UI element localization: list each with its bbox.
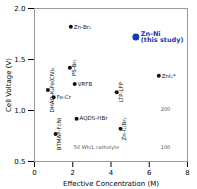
svg-text:200: 200 — [161, 106, 171, 112]
svg-text:4: 4 — [109, 169, 114, 177]
svg-text:8: 8 — [185, 169, 189, 177]
svg-text:50 Wh/L catholyte: 50 Wh/L catholyte — [74, 144, 120, 151]
svg-text:Zn-I₂/Br₂: Zn-I₂/Br₂ — [121, 117, 127, 140]
svg-text:Zn-Br₂: Zn-Br₂ — [74, 24, 91, 30]
svg-text:Cell Voltage (V): Cell Voltage (V) — [5, 58, 13, 112]
svg-text:PS-Br₂: PS-Br₂ — [71, 59, 77, 76]
svg-text:VRFB: VRFB — [78, 81, 93, 87]
svg-text:100: 100 — [161, 144, 171, 150]
svg-text:AQDS-HBr: AQDS-HBr — [80, 115, 109, 121]
svg-text:6: 6 — [147, 169, 152, 177]
svg-text:0: 0 — [32, 169, 36, 177]
svg-text:BTMAP-FcNi: BTMAP-FcNi — [56, 117, 62, 150]
svg-text:Zn-Ni(this study): Zn-Ni(this study) — [141, 30, 184, 44]
svg-text:DHAQ-K₄Fe(CN)₆: DHAQ-K₄Fe(CN)₆ — [49, 67, 55, 113]
svg-text:2: 2 — [71, 169, 75, 177]
svg-text:LTP-LFP: LTP-LFP — [118, 81, 124, 102]
svg-text:Fe-Cr: Fe-Cr — [57, 94, 72, 100]
svg-text:1.5: 1.5 — [14, 56, 25, 64]
svg-text:1.0: 1.0 — [14, 107, 25, 115]
svg-text:0.5: 0.5 — [14, 158, 25, 166]
svg-text:Effective Concentration (M): Effective Concentration (M) — [63, 180, 159, 188]
svg-text:ZnI₂*: ZnI₂* — [162, 73, 176, 79]
svg-text:2.0: 2.0 — [14, 5, 25, 13]
